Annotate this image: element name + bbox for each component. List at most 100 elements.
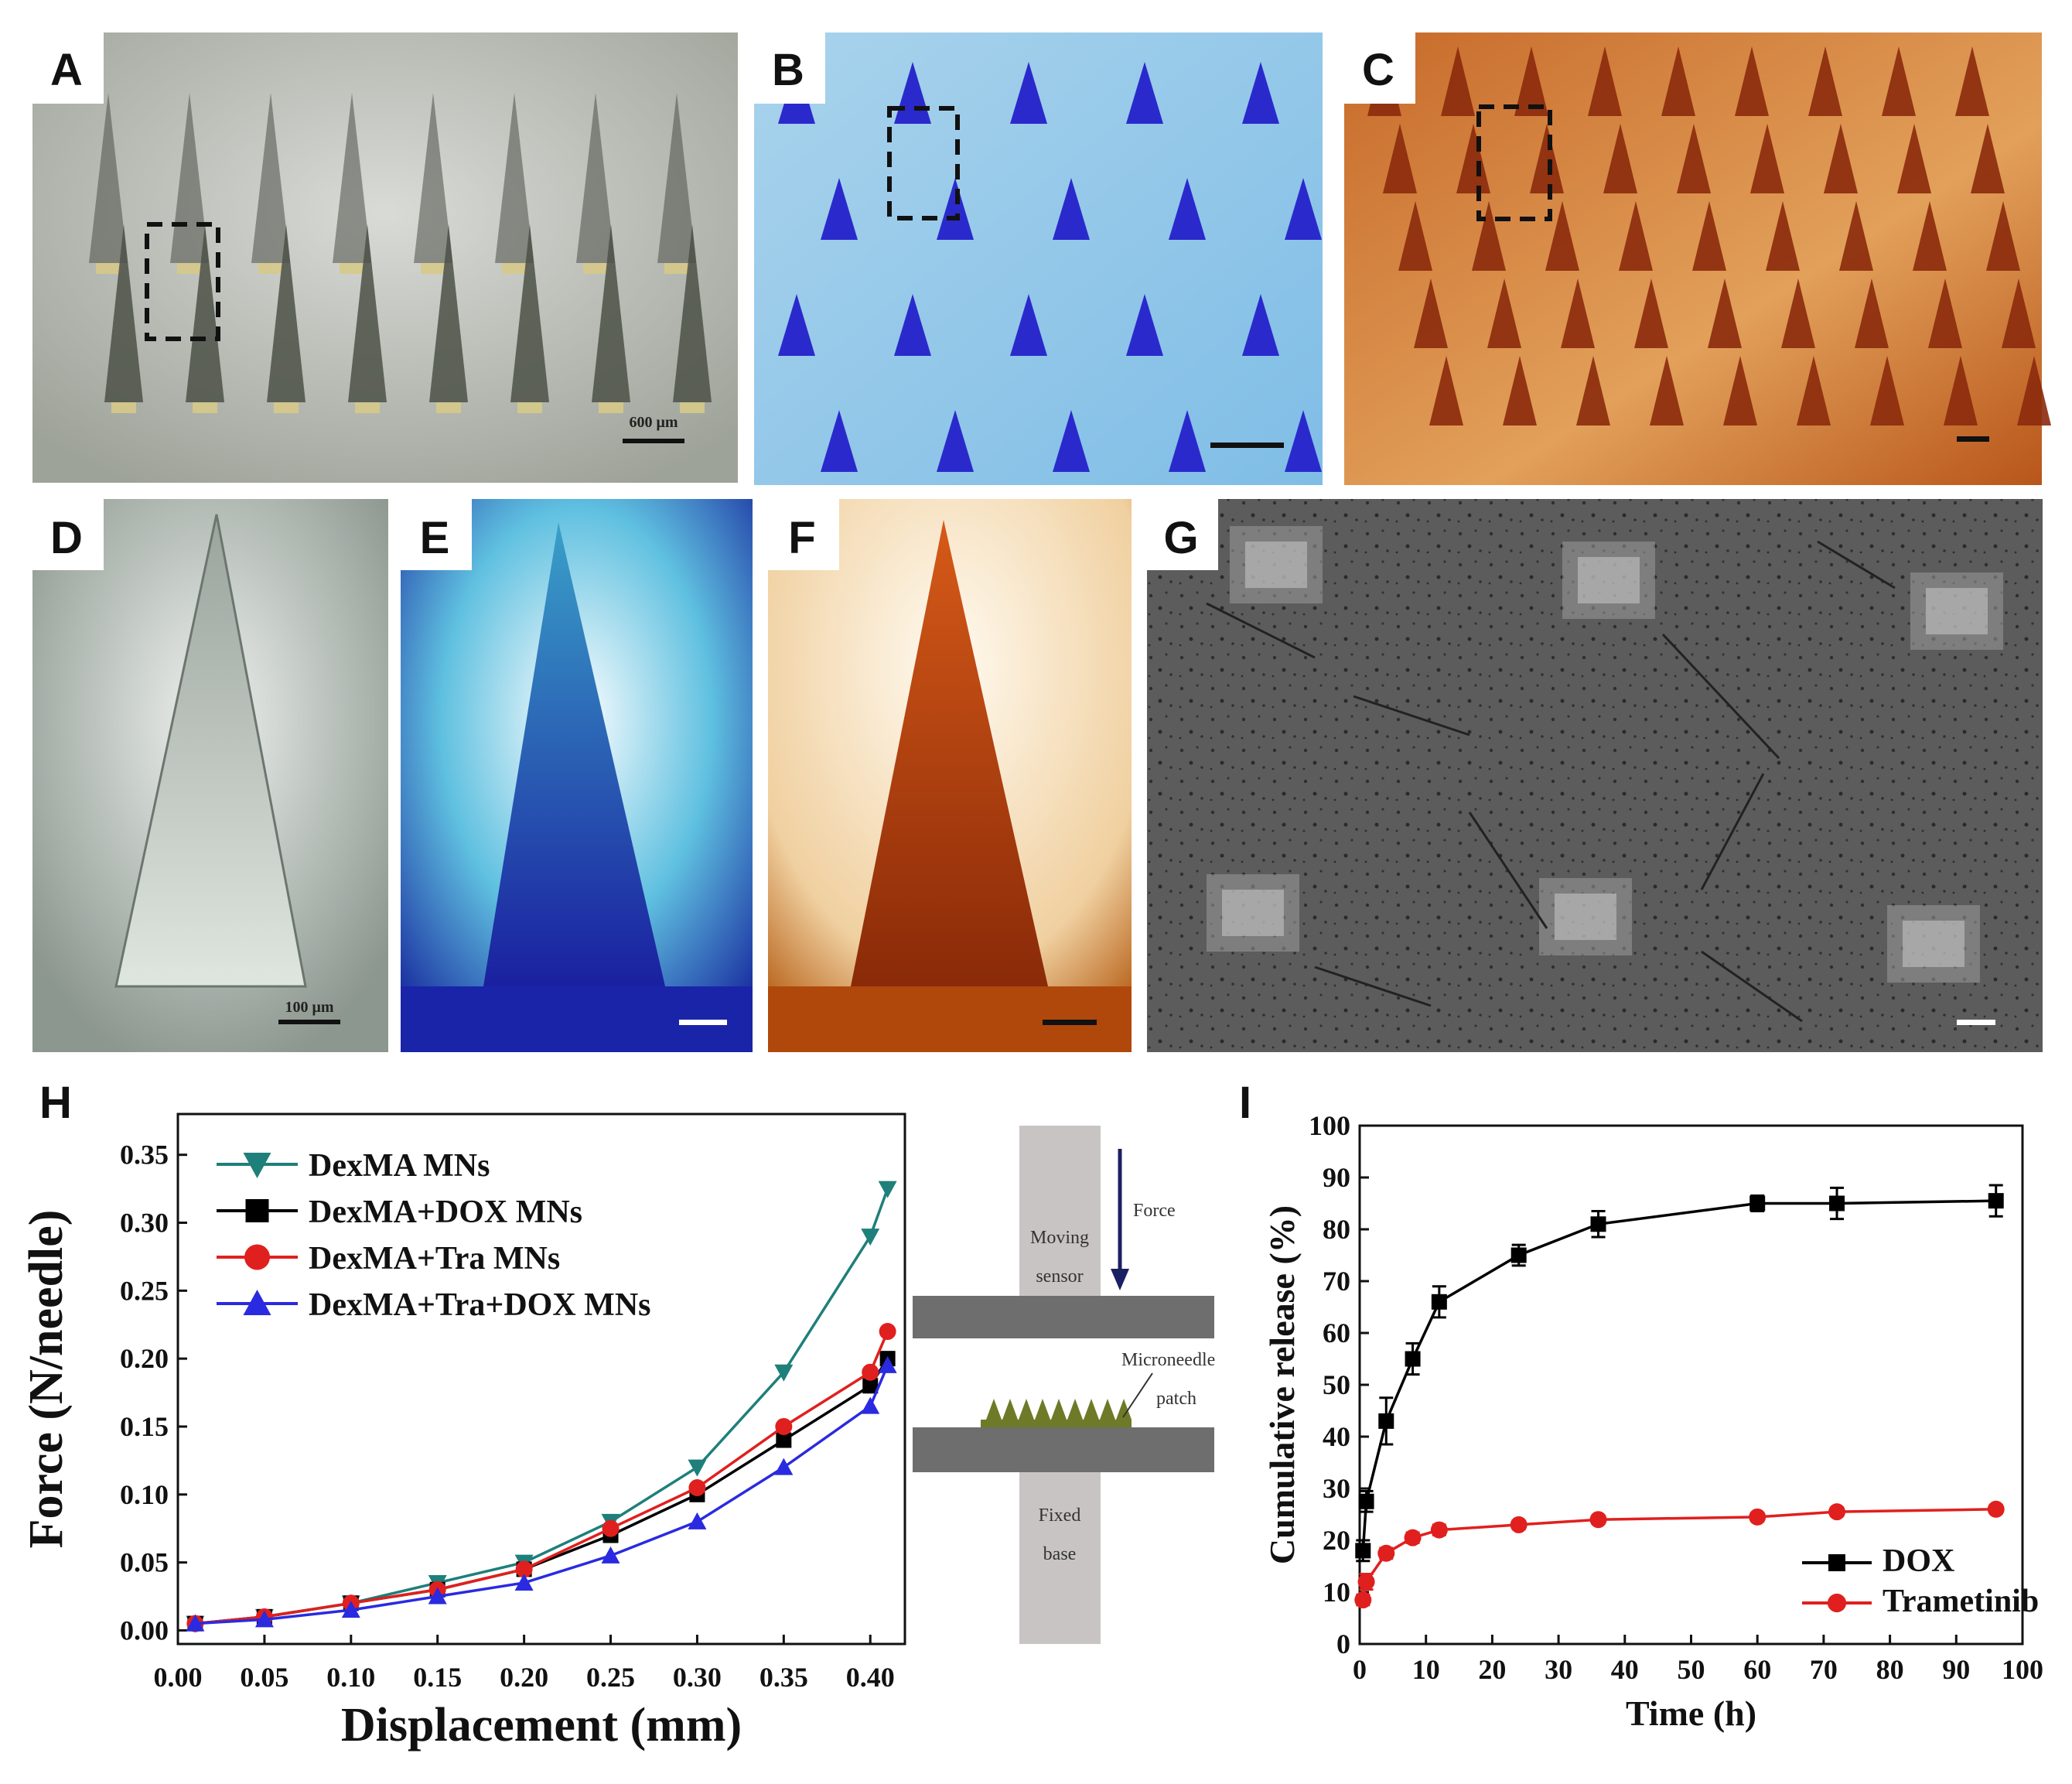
data-point (862, 1378, 879, 1394)
x-tick-label: 80 (1876, 1654, 1904, 1685)
x-tick-label: 0.10 (326, 1662, 375, 1693)
y-tick-label: 0.00 (120, 1615, 169, 1646)
panel-c-scale-bar (1957, 436, 1989, 442)
panel-g-crack (1353, 695, 1470, 736)
panel-c-needle (1634, 279, 1668, 348)
panel-f-label-bg (768, 499, 839, 570)
panel-a-needle-base (355, 402, 380, 413)
panel-b-needle (937, 178, 974, 240)
panel-g-pit-rim (1245, 542, 1307, 588)
y-tick-label: 0.05 (120, 1547, 169, 1578)
panel-b-needle (1053, 410, 1090, 472)
panel-c-needle (1897, 124, 1931, 193)
series-line (1361, 1199, 1996, 1551)
data-point (1357, 1573, 1375, 1591)
data-point (1354, 1591, 1372, 1609)
x-tick-label: 0.00 (154, 1662, 203, 1693)
x-tick-label: 100 (2002, 1654, 2043, 1685)
panel-g-crack (1700, 773, 1765, 890)
panel-c-needle (1781, 279, 1815, 348)
panel-c-needle (1398, 201, 1432, 271)
panel-c-needle (1882, 46, 1916, 116)
panel-c-needle (1955, 46, 1989, 116)
data-point (774, 1364, 794, 1382)
panel-c-needle (1839, 201, 1873, 271)
series-line (195, 1358, 889, 1625)
legend-label: DexMA+Tra+DOX MNs (309, 1287, 651, 1323)
panel-b-needle (1010, 62, 1047, 124)
y-axis-label: Cumulative release (%) (1262, 1205, 1302, 1564)
panel-d: 100 μm D (32, 499, 388, 1052)
panel-i-label: I (1239, 1078, 1251, 1128)
panel-c-needle (1472, 201, 1506, 271)
panel-b-needle (821, 410, 858, 472)
panel-e-scale-bar (679, 1020, 727, 1025)
panel-g-label: G (1163, 513, 1198, 563)
panel-e-base (401, 986, 753, 1052)
panel-c-needle (1576, 356, 1610, 425)
data-point (1988, 1193, 2004, 1209)
series-dexma-tra-dox-mns (186, 1355, 897, 1632)
x-tick-label: 90 (1942, 1654, 1970, 1685)
panel-c-needle (1944, 356, 1978, 425)
panel-c-needle (2002, 279, 2036, 348)
y-tick-label: 0.25 (120, 1275, 169, 1306)
diagram-fixed-label: Fixed (1039, 1505, 1081, 1526)
series-line (1361, 1508, 1996, 1601)
data-point (776, 1432, 792, 1448)
legend-label: DOX (1883, 1543, 1954, 1579)
data-point (254, 1610, 274, 1628)
series-line (195, 1365, 889, 1625)
panel-a-needle (170, 93, 209, 263)
diagram-patch-backing (981, 1420, 1132, 1427)
x-tick-label: 0.20 (500, 1662, 548, 1693)
panel-a-needle (673, 224, 712, 402)
panel-c-needle (1456, 124, 1490, 193)
panel-c-needle (1766, 201, 1800, 271)
data-point (1829, 1195, 1845, 1212)
x-tick-label: 0 (1353, 1654, 1367, 1685)
data-point (774, 1458, 794, 1475)
diagram-force-label: Force (1133, 1201, 1176, 1221)
panel-a-needle (89, 93, 128, 263)
y-tick-label: 0 (1336, 1628, 1350, 1659)
panel-c-needle (1723, 356, 1757, 425)
diagram-moving-label: Moving (1030, 1228, 1089, 1248)
panel-c-needle (1692, 201, 1726, 271)
series-dox (1355, 1184, 2004, 1563)
panel-g-crack (1817, 540, 1896, 590)
data-point (1590, 1216, 1606, 1232)
panel-g-crack (1314, 965, 1432, 1007)
panel-c-highlight-box (1476, 104, 1552, 221)
panel-c-needle (1503, 356, 1537, 425)
panel-c-needle (1383, 124, 1417, 193)
diagram-patch-spikes (986, 1399, 1132, 1420)
diagram-force-arrow-head (1111, 1269, 1129, 1290)
panel-a-needle (592, 224, 630, 402)
panel-g-crack (1661, 633, 1780, 760)
panel-a-scale-label: 600 μm (630, 414, 678, 431)
panel-c-needle (1913, 201, 1947, 271)
x-tick-label: 50 (1678, 1654, 1705, 1685)
panel-b-needle (1169, 178, 1206, 240)
panel-a-needle-base (111, 402, 136, 413)
panel-a-needle (186, 224, 224, 402)
y-axis-label: Force (N/needle) (20, 1210, 73, 1549)
panel-b-needle (1053, 178, 1090, 240)
panel-a-highlight-box (145, 222, 220, 341)
panel-b-label: B (772, 45, 804, 95)
y-tick-label: 60 (1323, 1317, 1350, 1348)
legend-marker (243, 1153, 271, 1178)
panel-c-needle (1750, 124, 1784, 193)
panel-a-needle-base (583, 263, 608, 274)
x-axis-label: Time (h) (1626, 1693, 1756, 1733)
x-tick-label: 70 (1810, 1654, 1838, 1685)
panel-b-needle (1285, 410, 1322, 472)
panel-g-label-bg (1147, 499, 1218, 570)
panel-a-needle-base (664, 263, 689, 274)
compression-diagram: Force Moving sensor Microneedle patch Fi… (913, 1126, 1215, 1644)
panel-c-needles (1367, 46, 2051, 425)
panel-g-pit-rim (1555, 894, 1616, 940)
panel-a-scale-bar (623, 439, 684, 443)
legend-marker (244, 1244, 270, 1270)
